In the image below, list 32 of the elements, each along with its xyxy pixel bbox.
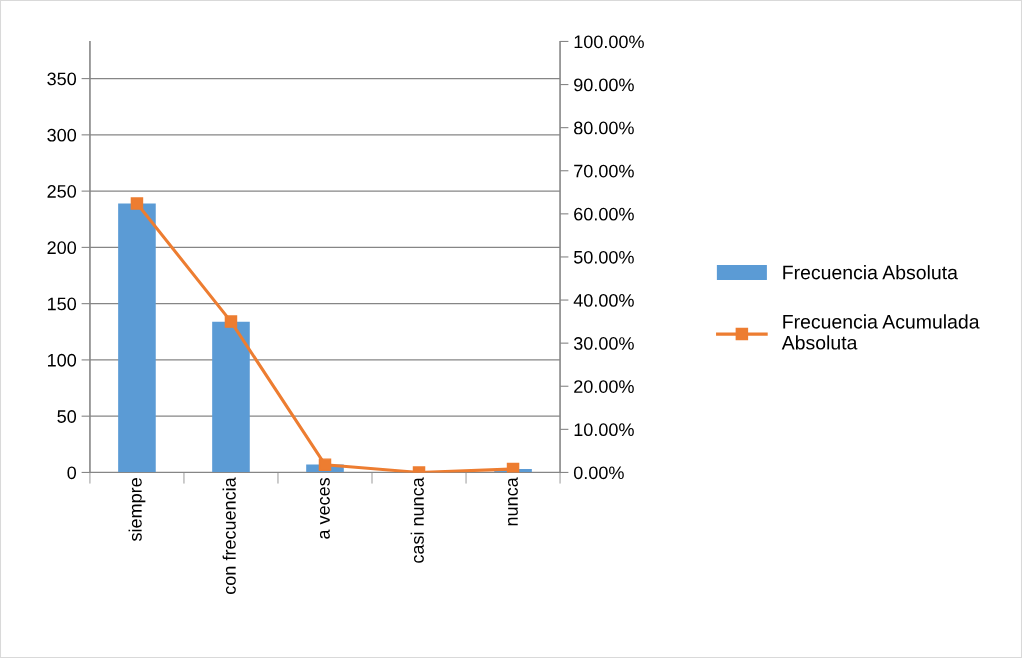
x-tick-label: nunca [508, 477, 518, 526]
x-tick-label: siempre [128, 478, 146, 542]
x-tick-label: con frecuencia [222, 477, 236, 594]
y2-tick-label: 70.00% [574, 164, 634, 178]
point [318, 458, 332, 471]
y-tick-label: 0 [67, 466, 77, 480]
y-tick-label: 250 [47, 185, 77, 198]
y2-tick-label: 80.00% [574, 121, 634, 135]
point [506, 462, 520, 473]
point [130, 197, 144, 210]
y2-tick-label: 90.00% [574, 78, 634, 92]
x-tick-label: casi nunca [410, 477, 424, 563]
legend-label: Frecuencia Acumulada Absoluta [781, 314, 980, 350]
y2-tick-label: 20.00% [574, 380, 634, 393]
y-tick-label: 100 [48, 353, 77, 367]
y-tick-label: 350 [47, 72, 77, 86]
y-tick-label: 150 [48, 297, 77, 311]
y2-tick-label: 30.00% [573, 337, 634, 350]
bar [118, 203, 156, 473]
y2-tick-label: 60.00% [574, 207, 634, 221]
y-tick-label: 50 [57, 410, 77, 423]
y2-tick-label: 50.00% [573, 250, 634, 264]
x-tick-label: a veces [319, 477, 330, 539]
y2-tick-label: 10.00% [574, 423, 634, 437]
y2-tick-label: 100.00% [574, 35, 644, 49]
y-tick-label: 300 [47, 128, 77, 142]
y2-tick-label: 0.00% [573, 466, 624, 480]
y-tick-label: 200 [47, 241, 77, 255]
legend-label: Frecuencia Absoluta [783, 265, 958, 280]
y2-tick-label: 40.00% [573, 293, 634, 307]
bar [212, 321, 250, 473]
point [224, 315, 238, 328]
